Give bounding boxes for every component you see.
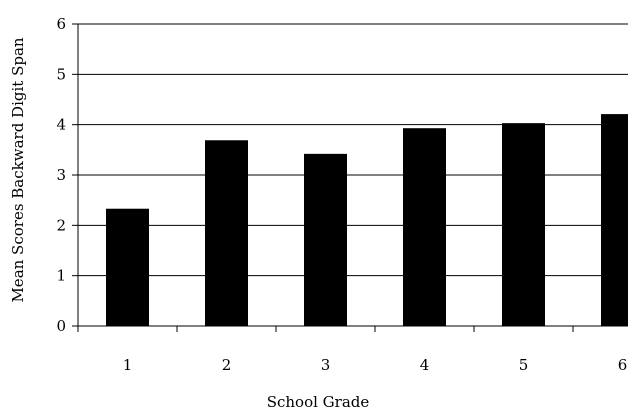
bar-grade-4 [403, 128, 446, 326]
bar-grade-5 [502, 123, 545, 326]
x-axis-title: School Grade [267, 393, 370, 410]
y-tick-label: 6 [56, 15, 66, 33]
bar-grade-1 [106, 208, 149, 326]
x-tick-label: 2 [222, 356, 232, 374]
y-tick-label: 0 [56, 317, 66, 335]
x-tick-label: 4 [420, 356, 430, 374]
y-tick-label: 2 [56, 216, 66, 234]
bar-grade-2 [205, 140, 248, 326]
x-tick-label: 5 [519, 356, 529, 374]
y-tick-label: 5 [56, 65, 66, 83]
x-tick-label: 1 [123, 356, 133, 374]
x-tick-label: 3 [321, 356, 331, 374]
x-tick-label: 6 [618, 356, 628, 374]
axes [72, 23, 628, 332]
tick-labels: 0 1 2 3 4 5 6 1 2 3 4 5 6 [56, 15, 627, 374]
y-tick-label: 4 [56, 116, 66, 134]
bar-grade-3 [304, 153, 347, 326]
gridlines [78, 23, 628, 277]
y-axis-title: Mean Scores Backward Digit Span [9, 37, 27, 302]
y-tick-label: 1 [56, 267, 66, 285]
bar-grade-6 [601, 114, 628, 326]
bars [106, 114, 628, 326]
y-tick-label: 3 [56, 166, 66, 184]
